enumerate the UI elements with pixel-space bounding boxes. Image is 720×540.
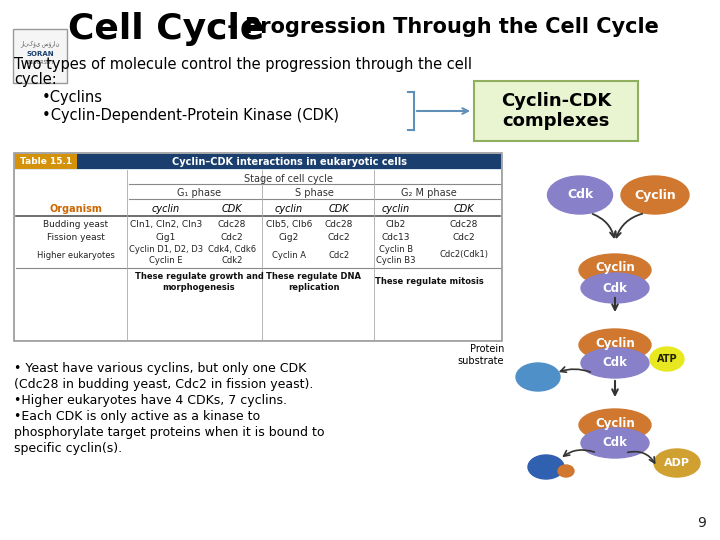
Ellipse shape [579, 254, 651, 286]
Text: Cdk: Cdk [603, 356, 627, 369]
Text: (Cdc28 in budding yeast, Cdc2 in fission yeast).: (Cdc28 in budding yeast, Cdc2 in fission… [14, 378, 313, 391]
FancyBboxPatch shape [15, 154, 77, 169]
Text: Cyclin: Cyclin [595, 416, 635, 429]
Text: Two types of molecule control the progression through the cell: Two types of molecule control the progre… [14, 57, 472, 72]
FancyBboxPatch shape [14, 153, 502, 341]
Text: Cdc2: Cdc2 [328, 251, 350, 260]
Text: Cyclin-CDK
complexes: Cyclin-CDK complexes [501, 92, 611, 130]
Text: – Progression Through the Cell Cycle: – Progression Through the Cell Cycle [220, 17, 659, 37]
Text: Budding yeast: Budding yeast [43, 220, 109, 229]
Text: cycle:: cycle: [14, 72, 57, 87]
Text: cyclin: cyclin [152, 204, 180, 214]
Text: CDK: CDK [329, 204, 349, 214]
Ellipse shape [558, 465, 574, 477]
Text: G₂ M phase: G₂ M phase [401, 188, 457, 198]
Text: These regulate mitosis: These regulate mitosis [374, 278, 483, 287]
Text: UNIVERSITY: UNIVERSITY [25, 60, 55, 65]
Text: Cyclin B
Cyclin B3: Cyclin B Cyclin B3 [377, 245, 415, 265]
Text: Cdk: Cdk [603, 281, 627, 294]
Text: specific cyclin(s).: specific cyclin(s). [14, 442, 122, 455]
Text: •Cyclins: •Cyclins [42, 90, 103, 105]
Text: Clb5, Clb6: Clb5, Clb6 [266, 220, 312, 229]
Text: Cyclin–CDK interactions in eukaryotic cells: Cyclin–CDK interactions in eukaryotic ce… [171, 157, 407, 167]
Text: Cdc28: Cdc28 [218, 220, 246, 229]
Text: Cell Cycle: Cell Cycle [68, 12, 264, 46]
Text: S phase: S phase [294, 188, 333, 198]
Text: Cdc2: Cdc2 [328, 233, 351, 242]
Text: •Higher eukaryotes have 4 CDKs, 7 cyclins.: •Higher eukaryotes have 4 CDKs, 7 cyclin… [14, 394, 287, 407]
Ellipse shape [581, 428, 649, 458]
Text: Cyclin: Cyclin [595, 336, 635, 349]
Ellipse shape [579, 329, 651, 361]
Text: Cln1, Cln2, Cln3: Cln1, Cln2, Cln3 [130, 220, 202, 229]
Text: Cdk4, Cdk6
Cdk2: Cdk4, Cdk6 Cdk2 [208, 245, 256, 265]
Text: These regulate DNA
replication: These regulate DNA replication [266, 272, 361, 292]
Ellipse shape [621, 176, 689, 214]
Text: Cyclin: Cyclin [634, 188, 676, 201]
Text: Cdk: Cdk [567, 188, 593, 201]
Ellipse shape [547, 176, 613, 214]
Text: cyclin: cyclin [382, 204, 410, 214]
Ellipse shape [528, 455, 564, 479]
FancyBboxPatch shape [474, 81, 638, 141]
Ellipse shape [581, 348, 649, 378]
Ellipse shape [581, 273, 649, 303]
Text: Cdc28: Cdc28 [450, 220, 478, 229]
Text: Cyclin: Cyclin [595, 261, 635, 274]
FancyBboxPatch shape [13, 29, 67, 83]
Text: رانکۆی سۆران: رانکۆی سۆران [20, 40, 60, 48]
Text: CDK: CDK [222, 204, 243, 214]
Text: 9: 9 [697, 516, 706, 530]
Ellipse shape [579, 409, 651, 441]
Text: G₁ phase: G₁ phase [177, 188, 221, 198]
Text: Higher eukaryotes: Higher eukaryotes [37, 251, 115, 260]
Text: phosphorylate target proteins when it is bound to: phosphorylate target proteins when it is… [14, 426, 325, 439]
Text: • Yeast have various cyclins, but only one CDK: • Yeast have various cyclins, but only o… [14, 362, 306, 375]
Text: Table 15.1: Table 15.1 [20, 158, 72, 166]
Text: Organism: Organism [50, 204, 102, 214]
Text: Fission yeast: Fission yeast [47, 233, 105, 242]
Text: CDK: CDK [454, 204, 474, 214]
Text: These regulate growth and
morphogenesis: These regulate growth and morphogenesis [135, 272, 264, 292]
Text: •Each CDK is only active as a kinase to: •Each CDK is only active as a kinase to [14, 410, 260, 423]
FancyBboxPatch shape [77, 154, 501, 169]
Text: ATP: ATP [657, 354, 678, 364]
Text: •Cyclin-Dependent-Protein Kinase (CDK): •Cyclin-Dependent-Protein Kinase (CDK) [42, 108, 339, 123]
Ellipse shape [654, 449, 700, 477]
Text: Cig2: Cig2 [279, 233, 299, 242]
Text: Cyclin D1, D2, D3
Cyclin E: Cyclin D1, D2, D3 Cyclin E [129, 245, 203, 265]
Text: Cdc13: Cdc13 [382, 233, 410, 242]
Text: Cdc2(Cdk1): Cdc2(Cdk1) [439, 251, 488, 260]
Text: Cdc28: Cdc28 [325, 220, 354, 229]
Text: Protein
substrate: Protein substrate [457, 344, 504, 366]
Text: Cyclin A: Cyclin A [272, 251, 306, 260]
FancyBboxPatch shape [15, 170, 501, 340]
Text: Clb2: Clb2 [386, 220, 406, 229]
Ellipse shape [516, 363, 560, 391]
Text: Cdc2: Cdc2 [453, 233, 475, 242]
Text: Stage of cell cycle: Stage of cell cycle [243, 174, 333, 184]
Text: SORAN: SORAN [26, 51, 54, 57]
Text: ADP: ADP [664, 458, 690, 468]
Ellipse shape [650, 347, 684, 371]
Text: cyclin: cyclin [275, 204, 303, 214]
Text: Cdc2: Cdc2 [221, 233, 243, 242]
Text: Cig1: Cig1 [156, 233, 176, 242]
Text: Cdk: Cdk [603, 436, 627, 449]
